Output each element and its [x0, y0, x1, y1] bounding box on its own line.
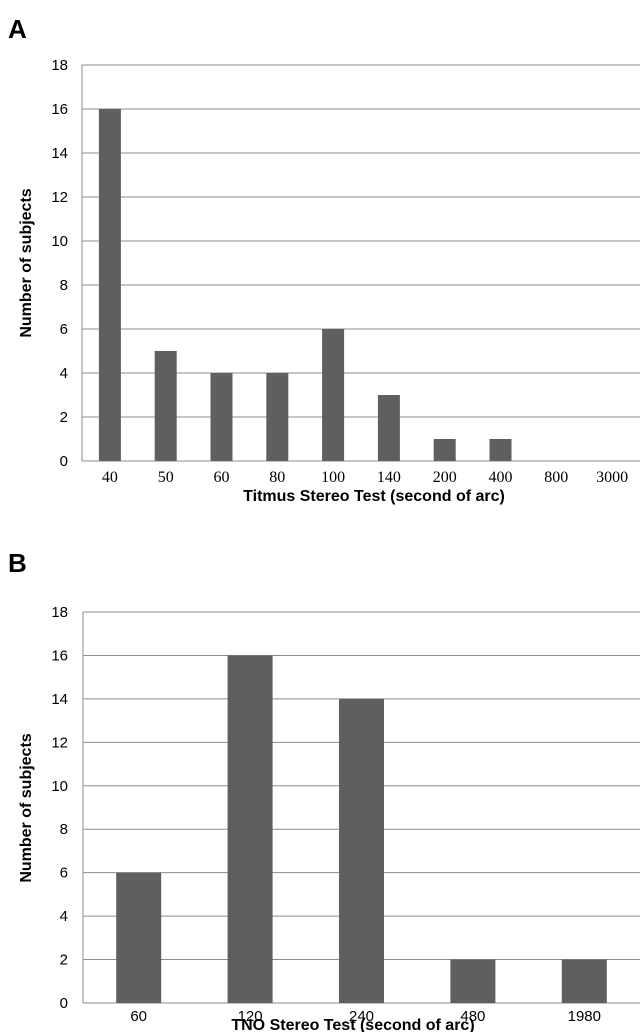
y-tick-label: 6	[60, 865, 68, 882]
y-tick-label: 16	[51, 647, 68, 664]
y-tick-label: 2	[60, 952, 68, 969]
y-tick-label: 14	[51, 691, 68, 708]
x-tick-label: 40	[102, 469, 118, 486]
panel-b-y-tick-labels: 0 2 4 6 8 10 12 14 16 18	[51, 604, 68, 1012]
y-tick-label: 0	[60, 995, 68, 1012]
y-tick-label: 14	[51, 145, 68, 162]
bar-50	[154, 351, 177, 461]
bar-60	[210, 373, 233, 461]
y-tick-label: 12	[51, 189, 68, 206]
y-tick-label: 4	[60, 908, 68, 925]
x-tick-label: 120	[238, 1008, 263, 1025]
y-tick-label: 8	[60, 821, 68, 838]
bar-40	[98, 109, 121, 461]
bar-200	[433, 439, 456, 461]
bar-80	[266, 373, 289, 461]
x-tick-label: 480	[460, 1008, 485, 1025]
x-tick-label: 3000	[596, 469, 628, 486]
bar-120	[227, 655, 273, 1003]
panel-b-x-tick-labels: 60 120 240 480 1980	[130, 1008, 601, 1025]
panel-b-letter: B	[8, 548, 27, 578]
bar-60	[116, 872, 162, 1003]
x-tick-label: 100	[321, 469, 345, 486]
bar-1980	[561, 959, 607, 1003]
panel-b-bars	[116, 655, 607, 1003]
y-tick-label: 6	[60, 321, 68, 338]
x-tick-label: 200	[433, 469, 457, 486]
x-tick-label: 1980	[568, 1008, 601, 1025]
bar-400	[489, 439, 512, 461]
y-tick-label: 16	[51, 101, 68, 118]
y-tick-label: 2	[60, 409, 68, 426]
panel-a-x-tick-labels: 40 50 60 80 100 140 200 400 800 3000	[102, 469, 628, 486]
panel-b-y-axis-label: Number of subjects	[18, 733, 35, 882]
y-tick-label: 12	[51, 734, 68, 751]
x-tick-label: 60	[214, 469, 230, 486]
panel-a-letter: A	[8, 14, 27, 44]
x-tick-label: 140	[377, 469, 401, 486]
bar-480	[450, 959, 496, 1003]
bar-100	[322, 329, 345, 461]
y-tick-label: 0	[60, 453, 68, 470]
panel-a-y-axis-label: Number of subjects	[18, 188, 35, 337]
panel-a-y-tick-labels: 0 2 4 6 8 10 12 14 16 18	[51, 57, 68, 470]
bar-240	[339, 698, 384, 1003]
x-tick-label: 50	[158, 469, 174, 486]
y-tick-label: 8	[60, 277, 68, 294]
bar-140	[377, 395, 400, 461]
x-tick-label: 240	[349, 1008, 374, 1025]
x-tick-label: 800	[544, 469, 568, 486]
y-tick-label: 18	[51, 604, 68, 621]
panel-b-chart: B 0 2 4 6 8 10 12 14 16 18 60 120 240 480 1980 Number…	[8, 548, 640, 1032]
x-tick-label: 80	[269, 469, 285, 486]
y-tick-label: 10	[51, 778, 68, 795]
panel-b-x-axis-label: TNO Stereo Test (second of arc)	[231, 1017, 474, 1032]
y-tick-label: 4	[60, 365, 68, 382]
panel-a-chart: A 0 2 4 6 8 10 12 14 16 18 40 50 60 80 100 140 200 400 80…	[8, 14, 640, 505]
x-tick-label: 400	[489, 469, 513, 486]
x-tick-label: 60	[130, 1008, 147, 1025]
panel-a-bars	[98, 109, 512, 461]
panel-a-x-axis-label: Titmus Stereo Test (second of arc)	[243, 488, 505, 505]
y-tick-label: 10	[51, 233, 68, 250]
y-tick-label: 18	[51, 57, 68, 74]
